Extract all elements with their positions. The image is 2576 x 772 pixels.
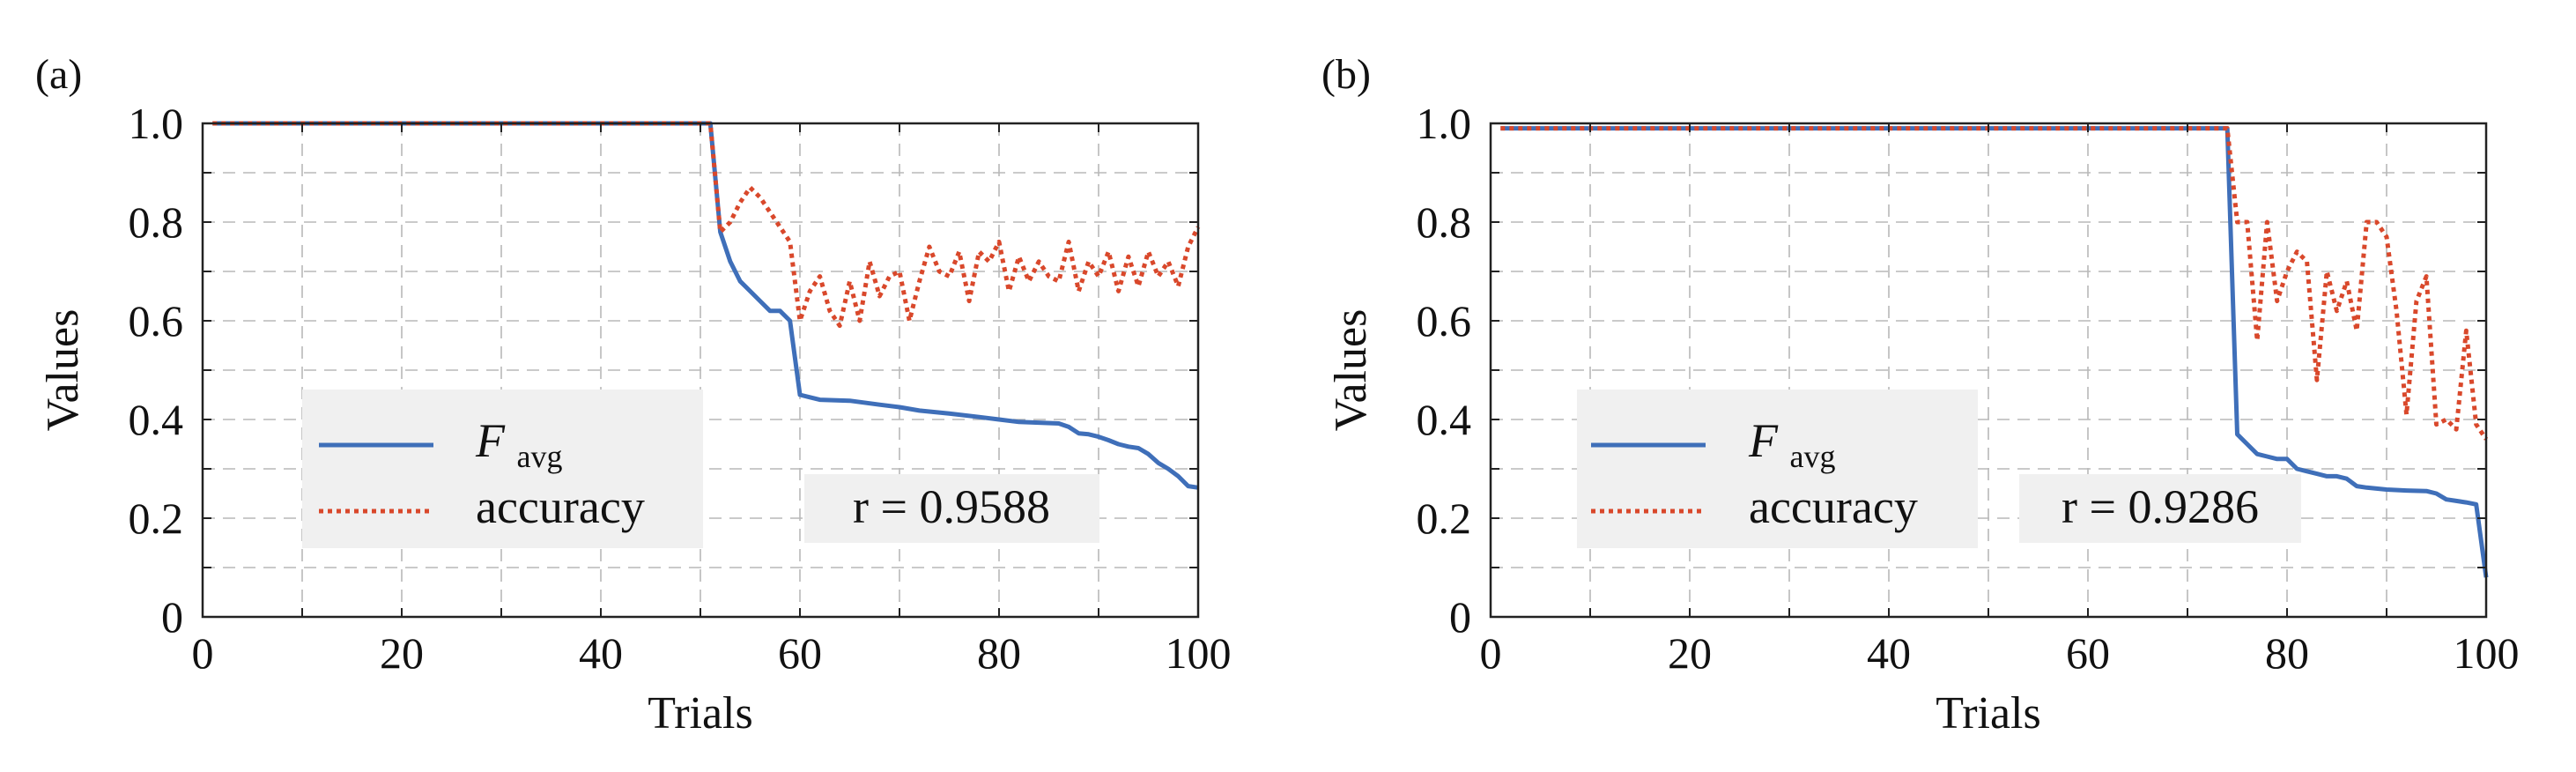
y-axis-label: Values [1326, 309, 1376, 432]
series-accuracy-line [212, 121, 1201, 329]
legend-accuracy-label: accuracy [1749, 480, 1918, 533]
legend-accuracy-label: accuracy [476, 480, 645, 533]
legend-favg-label: F avg [475, 414, 562, 474]
y-tick-label: 1.0 [1417, 99, 1472, 148]
legend: F avg accuracy [302, 390, 703, 548]
x-axis-label: Trials [648, 688, 752, 739]
x-tick-label: 20 [1668, 628, 1712, 678]
panel-label: (a) [35, 51, 82, 98]
y-tick-label: 0.2 [1417, 494, 1472, 543]
correlation-annotation: r = 0.9588 [853, 480, 1050, 533]
series-favg-line [1500, 126, 2489, 578]
series-favg-line [212, 121, 1199, 490]
x-tick-label: 40 [579, 628, 623, 678]
x-tick-label: 20 [380, 628, 424, 678]
y-tick-label: 0.4 [1417, 395, 1472, 444]
x-tick-label: 100 [2454, 628, 2520, 678]
legend-favg-label: F avg [1748, 414, 1835, 474]
correlation-annotation: r = 0.9286 [2062, 480, 2259, 533]
legend-box [1577, 390, 1978, 548]
y-axis-label: Values [38, 309, 88, 432]
x-tick-label: 40 [1867, 628, 1911, 678]
x-tick-label: 0 [1480, 628, 1502, 678]
legend: F avg accuracy [1577, 390, 1978, 548]
x-tick-label: 0 [192, 628, 214, 678]
legend-favg-base: F [1748, 414, 1779, 467]
annotation-box [804, 474, 1099, 543]
y-tick-label: 0.8 [129, 197, 184, 247]
panel-b: (b) Values Trials 0 20 40 60 80 100 0 0.2 0.4 0.6… [1321, 51, 2520, 739]
x-tick-label: 60 [778, 628, 822, 678]
legend-favg-base: F [475, 414, 506, 467]
panel-a: (a) Values Trials 0 20 40 60 80 100 0 0.2 0.4 0.6… [35, 51, 1232, 739]
y-tick-label: 0 [161, 592, 183, 642]
legend-favg-sub: avg [1790, 439, 1836, 474]
x-tick-label: 100 [1166, 628, 1232, 678]
x-tick-label: 80 [2265, 628, 2309, 678]
panel-label: (b) [1321, 51, 1371, 98]
y-tick-label: 0.6 [1417, 296, 1472, 345]
legend-favg-sub: avg [517, 439, 563, 474]
y-tick-label: 1.0 [129, 99, 184, 148]
y-tick-label: 0.2 [129, 494, 184, 543]
y-tick-label: 0.8 [1417, 197, 1472, 247]
y-tick-label: 0.4 [129, 395, 184, 444]
y-tick-label: 0 [1449, 592, 1471, 642]
y-tick-label: 0.6 [129, 296, 184, 345]
annotation-box [2019, 474, 2301, 543]
x-tick-label: 60 [2066, 628, 2110, 678]
x-axis-label: Trials [1936, 688, 2040, 739]
x-tick-label: 80 [977, 628, 1021, 678]
legend-box [302, 390, 703, 548]
